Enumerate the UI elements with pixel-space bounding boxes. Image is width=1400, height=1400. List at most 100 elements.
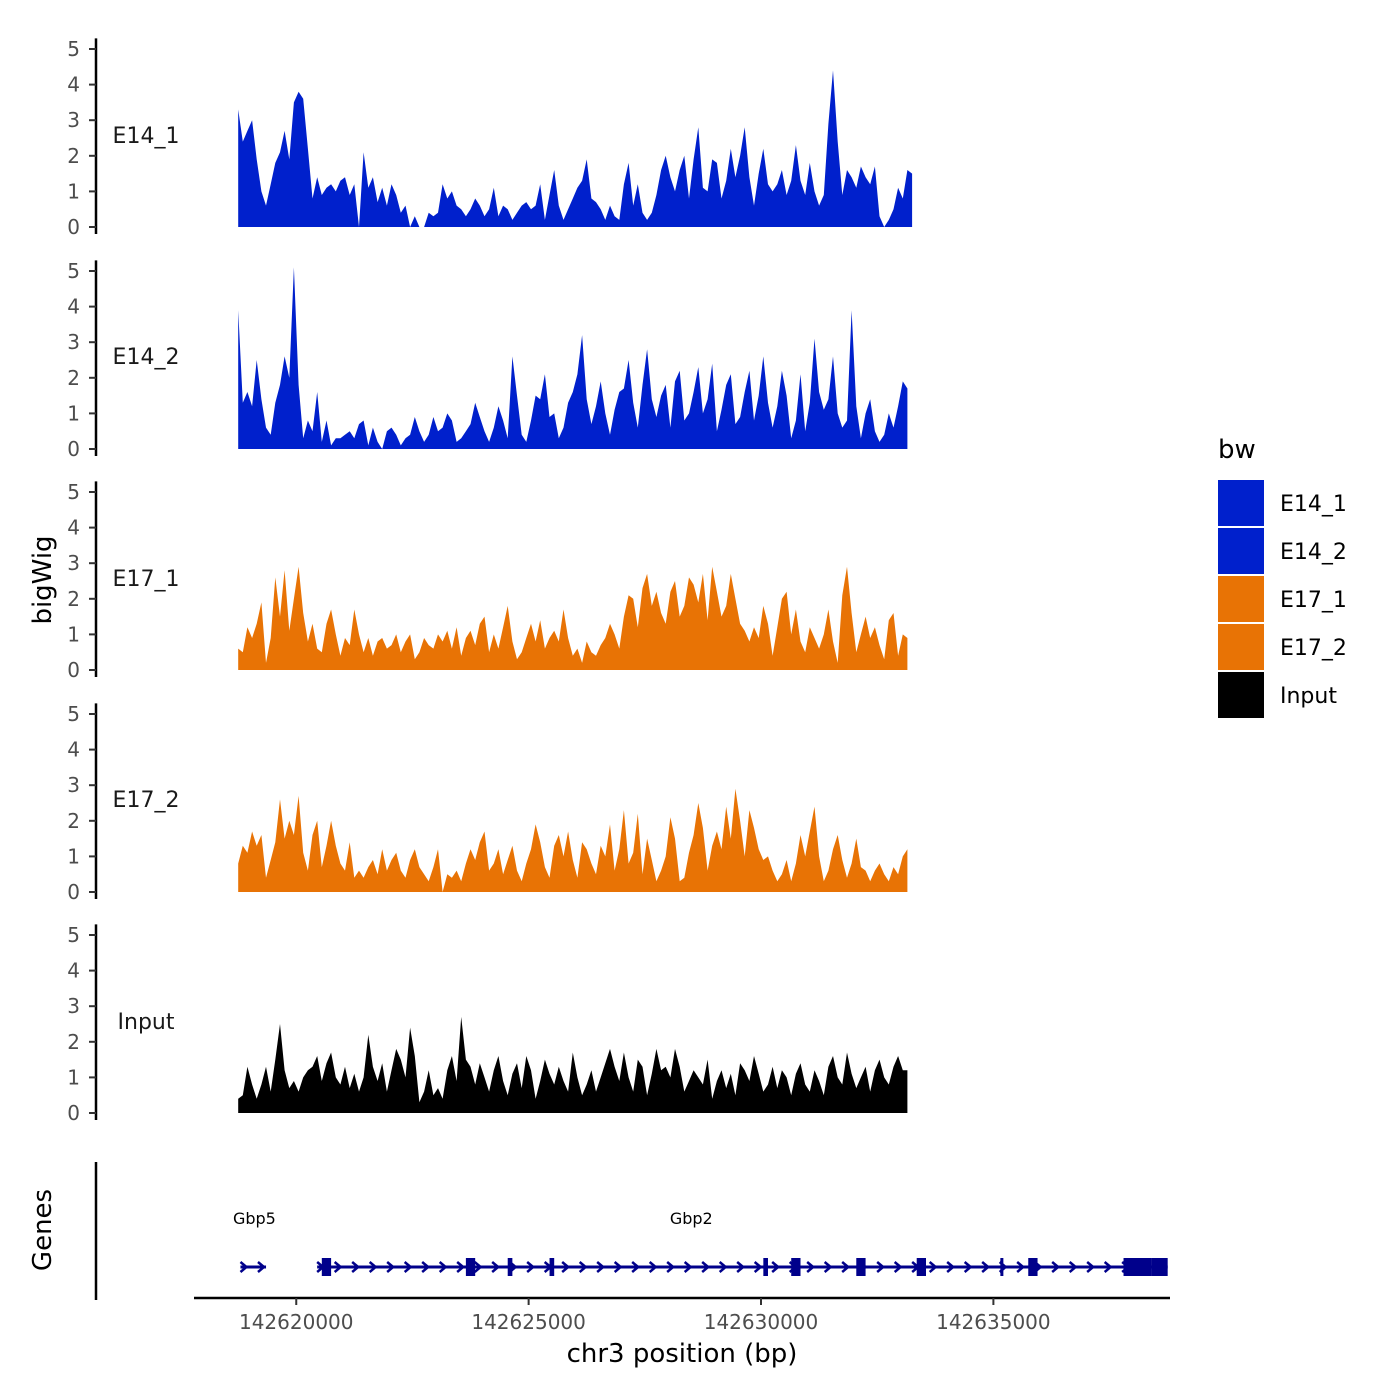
y-tick-label: 5 (67, 259, 80, 283)
strand-arrow (963, 1261, 973, 1273)
legend-swatch-e14-2 (1218, 528, 1264, 574)
y-tick-label: 1 (67, 622, 80, 646)
strand-arrow (1051, 1261, 1061, 1273)
strand-arrow (683, 1261, 693, 1273)
strand-arrow (771, 1261, 781, 1273)
x-tick-label: 142620000 (239, 1310, 354, 1334)
y-tick-label: 4 (67, 959, 80, 983)
y-tick-label: 0 (67, 880, 80, 904)
y-tick-label: 1 (67, 401, 80, 425)
y-tick-label: 5 (67, 702, 80, 726)
track-input: Input (118, 1010, 908, 1113)
legend-swatch-e17-2 (1218, 624, 1264, 670)
area-e14-1 (238, 70, 913, 228)
strand-arrow (648, 1261, 658, 1273)
x-tick-label: 142635000 (936, 1310, 1051, 1334)
gene-exon (1123, 1258, 1152, 1276)
legend-swatch-e14-1 (1218, 480, 1264, 526)
gene-exon (1151, 1258, 1168, 1276)
strand-arrow (876, 1261, 886, 1273)
y-tick-label: 1 (67, 1065, 80, 1089)
strand-arrow (333, 1261, 343, 1273)
y-tick-label: 2 (67, 144, 80, 168)
strand-arrow (666, 1261, 676, 1273)
strand-arrow (631, 1261, 641, 1273)
strand-arrow (753, 1261, 763, 1273)
x-ticks (295, 1298, 995, 1305)
track-e17-1: E17_1 (113, 566, 908, 670)
y-tick-label: 0 (67, 437, 80, 461)
area-e17-2 (238, 788, 908, 892)
strand-arrow (841, 1261, 851, 1273)
y-tick-label: 1 (67, 179, 80, 203)
strand-arrow (456, 1261, 466, 1273)
y-tick-label: 5 (67, 923, 80, 947)
x-tick-label: 142625000 (471, 1310, 586, 1334)
y-tick-label: 4 (67, 73, 80, 97)
legend-label-e14-2: E14_2 (1280, 540, 1347, 565)
legend-swatch-e17-1 (1218, 576, 1264, 622)
gene-label-gbp2: Gbp2 (670, 1209, 713, 1228)
gene-exon (507, 1258, 513, 1276)
track-e14-1: E14_1 (113, 70, 913, 228)
gene-exon (763, 1258, 768, 1276)
track-label-input: Input (118, 1010, 175, 1035)
y-tick-label: 4 (67, 295, 80, 319)
y-tick-label: 3 (67, 551, 80, 575)
area-input (238, 1016, 908, 1113)
track-label-e14-1: E14_1 (113, 124, 180, 149)
gene-label-gbp5: Gbp5 (233, 1209, 276, 1228)
genes-layer (239, 1258, 1168, 1276)
strand-arrow (1068, 1261, 1078, 1273)
strand-arrow (893, 1261, 903, 1273)
strand-arrow (473, 1261, 483, 1273)
strand-arrow (981, 1261, 991, 1273)
y-tick-label: 1 (67, 844, 80, 868)
strand-arrow (351, 1261, 361, 1273)
track-e14-2: E14_2 (113, 267, 908, 449)
area-e17-1 (238, 566, 908, 670)
gene-exon (321, 1258, 332, 1276)
legend-label-input: Input (1280, 684, 1337, 709)
strand-arrow (368, 1261, 378, 1273)
strand-arrow (239, 1261, 249, 1273)
y-tick-label: 3 (67, 330, 80, 354)
gene-exon (1028, 1258, 1038, 1276)
strand-arrow (823, 1261, 833, 1273)
strand-arrow (561, 1261, 571, 1273)
strand-arrow (438, 1261, 448, 1273)
strand-arrow (928, 1261, 938, 1273)
strand-arrow (1016, 1261, 1026, 1273)
strand-arrow (526, 1261, 536, 1273)
legend-title: bw (1218, 435, 1256, 465)
gene-exon (549, 1258, 555, 1276)
y-tick-label: 2 (67, 366, 80, 390)
legend-label-e14-1: E14_1 (1280, 492, 1347, 517)
strand-arrow (386, 1261, 396, 1273)
x-tick-label: 142630000 (704, 1310, 819, 1334)
strand-arrow (806, 1261, 816, 1273)
legend-swatch-input (1218, 672, 1264, 718)
track-label-e17-2: E17_2 (113, 788, 180, 813)
y-tick-label: 4 (67, 516, 80, 540)
gene-exon (791, 1258, 801, 1276)
area-e14-2 (238, 267, 908, 449)
strand-arrow (491, 1261, 501, 1273)
track-label-e17-1: E17_1 (113, 567, 180, 592)
y-tick-label: 2 (67, 587, 80, 611)
gene-exon (916, 1258, 926, 1276)
strand-arrow (1086, 1261, 1096, 1273)
gene-exon (1000, 1258, 1004, 1276)
strand-arrow (946, 1261, 956, 1273)
y-tick-label: 0 (67, 1101, 80, 1125)
legend: bw E14_1 E14_2 E17_1 E17_2 Input (1218, 435, 1347, 718)
y-tick-label: 3 (67, 108, 80, 132)
track-label-e14-2: E14_2 (113, 345, 180, 370)
strand-arrow (613, 1261, 623, 1273)
y-tick-label: 2 (67, 1030, 80, 1054)
gene-exon (465, 1258, 476, 1276)
genes-axis-title: Genes (28, 1189, 58, 1271)
y-tick-label: 4 (67, 738, 80, 762)
strand-arrow (403, 1261, 413, 1273)
